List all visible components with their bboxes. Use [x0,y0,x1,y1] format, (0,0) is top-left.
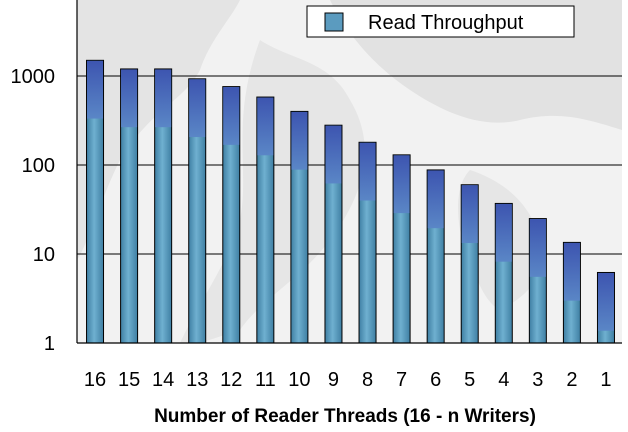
bar-9 [324,124,343,344]
x-tick-label: 6 [430,369,441,391]
bar-8 [358,141,377,344]
x-tick-label: 12 [220,369,242,391]
bar-15 [120,68,139,344]
bar-top-band [291,111,308,170]
bar-6 [426,169,445,344]
bar-top-band [393,155,410,214]
legend-swatch [324,12,344,32]
bar-top-band [563,242,580,301]
x-tick-labels: 16 15 14 13 12 11 10 9 8 7 6 5 4 3 2 1 [84,369,612,391]
bar-top-band [529,219,546,277]
x-tick-label: 8 [362,369,373,391]
x-tick-label: 7 [396,369,407,391]
x-axis-title: Number of Reader Threads (16 - n Writers… [154,406,536,427]
bar-4 [494,202,513,344]
bar-top-band [189,79,206,138]
legend-box [306,5,575,38]
bar-12 [222,86,241,344]
bar-top-band [257,97,274,156]
bar-top-band [87,60,104,119]
bar-top-band [155,69,172,128]
x-tick-label: 13 [186,369,208,391]
x-tick-label: 4 [498,369,509,391]
bar-top-band [359,142,376,201]
bar-top-band [461,185,478,243]
y-tick-labels: 1 10 100 1000 [11,66,56,355]
x-tick-label: 10 [288,369,310,391]
bar-16 [86,59,105,344]
y-tick-label: 10 [33,244,55,266]
bar-2 [562,241,581,344]
bar-top-band [495,203,512,262]
x-tick-label: 9 [328,369,339,391]
bar-5 [460,184,479,344]
bar-11 [256,96,275,344]
x-tick-label: 2 [566,369,577,391]
bar-top-band [223,87,240,145]
x-tick-label: 5 [464,369,475,391]
x-tick-label: 15 [118,369,140,391]
bar-top-band [597,272,614,331]
bar-14 [154,68,173,344]
bar-10 [290,110,309,344]
bar-top-band [427,170,444,229]
legend: Read Throughput [306,5,575,38]
bar-13 [188,78,207,344]
legend-label: Read Throughput [368,12,524,34]
x-tick-label: 1 [600,369,611,391]
bar-3 [528,218,547,344]
y-tick-label: 100 [22,155,55,177]
y-tick-label: 1 [44,333,55,355]
axes [76,0,622,344]
x-tick-label: 16 [84,369,106,391]
bar-top-band [121,69,138,128]
bar-1 [596,271,615,344]
x-tick-label: 3 [532,369,543,391]
y-tick-label: 1000 [11,66,56,88]
x-tick-label: 11 [255,369,276,391]
bar-7 [392,154,411,344]
bar-top-band [325,125,342,184]
x-tick-label: 14 [152,369,174,391]
